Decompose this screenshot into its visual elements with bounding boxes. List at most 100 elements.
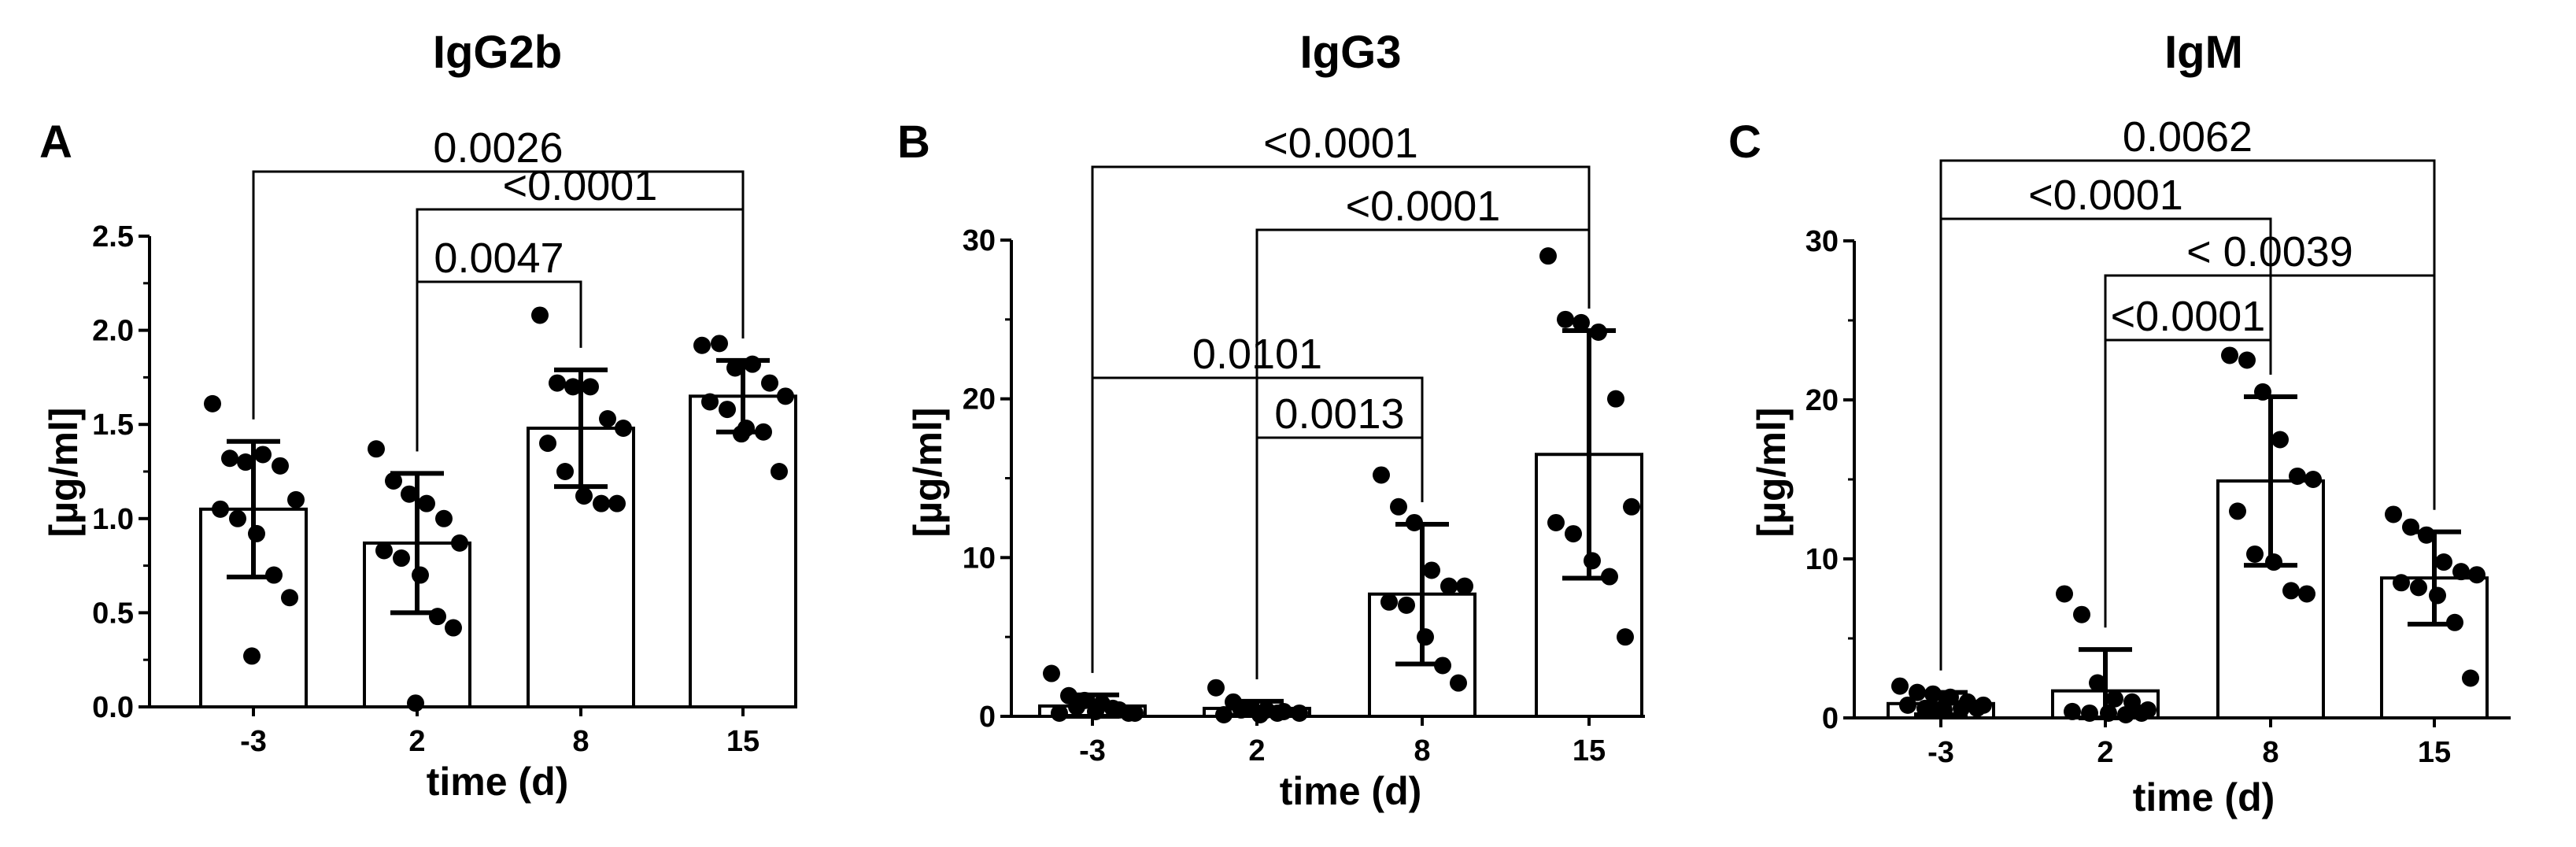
data-point [1565,525,1582,543]
data-point [1573,313,1590,331]
data-point [407,694,424,712]
data-point [265,566,283,584]
data-point [412,566,429,584]
data-point [1423,561,1440,579]
data-point [2289,467,2306,485]
data-point [1251,705,1269,723]
y-tick-label: 10 [963,542,996,575]
panel-title: IgG2b [433,27,562,78]
data-point [435,509,453,527]
data-point [726,359,744,377]
data-point [719,401,736,419]
data-point [755,423,772,441]
data-point [2271,431,2289,449]
y-tick-label: 30 [963,224,996,257]
p-value-label: 0.0062 [2123,113,2253,161]
data-point [582,378,599,396]
data-point [1547,513,1565,531]
data-point [445,619,462,637]
data-point [2106,690,2123,708]
data-point [608,494,626,512]
x-tick-label: 2 [408,725,425,758]
data-point [1291,704,1308,722]
y-axis-label: [µg/ml] [1750,408,1794,538]
y-tick-label: 30 [1805,225,1839,258]
data-point [1584,552,1601,570]
data-point [2298,585,2315,603]
data-point [2282,582,2300,600]
data-point [1924,685,1942,703]
data-point [2462,669,2479,687]
data-point [1104,699,1122,717]
data-point [1233,701,1250,719]
x-tick-label: 2 [1248,734,1265,767]
data-point [368,440,385,458]
panel-B: IgG3 B [µg/ml] time (d) 0 10 20 30 -3 2 8 15 <0.0001… [897,27,1645,813]
data-point [204,394,221,412]
data-point [229,509,246,527]
data-point [451,534,468,552]
data-point [248,524,265,542]
p-value-label: <0.0001 [2111,293,2266,340]
y-tick-label: 2.0 [92,315,134,348]
data-point [2056,585,2073,603]
data-point [2073,605,2090,623]
p-value-label: <0.0001 [2028,172,2183,219]
p-value-label: 0.0101 [1192,331,1322,378]
data-point [287,490,305,509]
data-point [429,608,446,626]
data-point [2064,702,2081,720]
p-value-label: 0.0047 [434,235,564,282]
data-point [2238,351,2256,369]
panel-title: IgG3 [1300,27,1402,78]
x-tick-label: 8 [572,725,589,758]
y-tick-label: 20 [1805,384,1839,417]
data-point [2393,574,2410,592]
data-point [1617,628,1634,646]
y-tick-label: 1.0 [92,503,134,536]
data-point [1068,697,1085,716]
x-axis-label: time (d) [2133,775,2275,819]
panel-title: IgM [2164,27,2243,78]
data-point [2089,674,2106,692]
data-point [2435,553,2452,571]
data-point [418,494,435,512]
data-point [701,393,719,411]
y-axis-label: [µg/ml] [906,408,950,538]
significance-bracket [2104,338,2272,628]
x-tick-label: -3 [1079,734,1106,767]
x-axis-label: time (d) [427,760,569,804]
data-point [539,435,556,453]
data-point [2117,705,2134,723]
data-point [1120,704,1137,722]
data-point [272,457,289,475]
data-point [254,446,272,464]
data-point [1043,664,1060,682]
data-point [531,306,549,324]
data-point [2410,579,2427,597]
p-value-label: 0.0026 [433,124,563,172]
x-tick-label: 15 [726,725,759,758]
x-tick-label: -3 [1927,736,1954,769]
data-point [711,335,728,353]
data-point [281,589,298,607]
data-point [1623,497,1640,516]
data-point [1953,699,1970,717]
panel-letter: A [39,117,72,168]
data-point [1557,310,1574,328]
data-point [2265,553,2282,571]
data-point [575,487,593,505]
data-point [1909,683,1926,701]
data-point [243,647,261,665]
data-point [212,500,229,518]
data-point [1087,702,1104,720]
data-point [1456,577,1473,595]
panel-letter: B [897,117,930,168]
p-value-label: <0.0001 [503,162,658,209]
data-point [1380,593,1398,611]
data-point [1539,247,1557,265]
data-point [2429,586,2446,605]
data-point [1590,323,1607,341]
data-point [375,542,393,560]
